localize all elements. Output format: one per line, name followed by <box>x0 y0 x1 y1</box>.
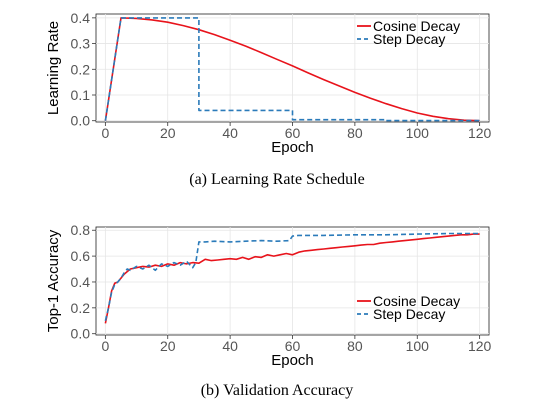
x-tick-label: 80 <box>347 338 363 354</box>
legend-label: Cosine Decay <box>373 293 460 309</box>
y-axis-label-b: Top-1 Accuracy <box>45 229 62 332</box>
x-tick-label: 80 <box>347 125 363 141</box>
x-ticks-a: 0 20 40 60 80 100 120 <box>101 122 492 141</box>
x-tick-label: 60 <box>285 338 301 354</box>
x-tick-label: 0 <box>101 338 109 354</box>
series-line-step-decay <box>104 17 480 122</box>
legend-label: Step Decay <box>373 31 445 47</box>
series-line-cosine-decay <box>104 233 480 324</box>
caption-b: (b) Validation Accuracy <box>201 382 354 399</box>
x-tick-label: 120 <box>468 125 492 141</box>
y-tick-label: 0.4 <box>71 10 91 26</box>
y-tick-label: 0.2 <box>71 61 91 77</box>
y-ticks-b: 0.0 0.2 0.4 0.6 0.8 <box>71 222 96 342</box>
series-line-step-decay <box>104 232 480 321</box>
y-ticks-a: 0.0 0.1 0.2 0.3 0.4 <box>71 10 96 129</box>
x-tick-label: 20 <box>160 338 176 354</box>
x-tick-label: 0 <box>101 125 109 141</box>
legend-label: Step Decay <box>373 306 445 322</box>
y-tick-label: 0.0 <box>71 113 91 129</box>
y-tick-label: 0.6 <box>71 248 91 264</box>
x-ticks-b: 0 20 40 60 80 100 120 <box>101 335 492 354</box>
chart-a: 0 20 40 60 80 100 120 0.0 0.1 0.2 0.3 0.4 Epoch Le… <box>45 10 492 188</box>
y-tick-label: 0.3 <box>71 36 91 52</box>
y-tick-label: 0.4 <box>71 274 91 290</box>
x-tick-label: 40 <box>222 338 238 354</box>
series-group-b <box>104 232 480 324</box>
caption-a: (a) Learning Rate Schedule <box>189 171 364 188</box>
x-tick-label: 100 <box>406 125 430 141</box>
y-tick-label: 0.2 <box>71 300 91 316</box>
y-tick-label: 0.8 <box>71 222 91 238</box>
x-tick-label: 60 <box>285 125 301 141</box>
y-tick-label: 0.0 <box>71 326 91 342</box>
series-line-cosine-decay <box>104 17 480 122</box>
x-tick-label: 20 <box>160 125 176 141</box>
chart-b: 0 20 40 60 80 100 120 0.0 0.2 0.4 0.6 0.8 Epoch To… <box>45 222 492 399</box>
x-axis-label-b: Epoch <box>271 352 314 369</box>
x-axis-label-a: Epoch <box>271 139 314 156</box>
y-axis-label-a: Learning Rate <box>45 21 62 115</box>
x-tick-label: 40 <box>222 125 238 141</box>
x-tick-label: 100 <box>406 338 430 354</box>
legend-label: Cosine Decay <box>373 18 460 34</box>
x-tick-label: 120 <box>468 338 492 354</box>
series-group-a <box>104 17 480 122</box>
y-tick-label: 0.1 <box>71 87 91 103</box>
